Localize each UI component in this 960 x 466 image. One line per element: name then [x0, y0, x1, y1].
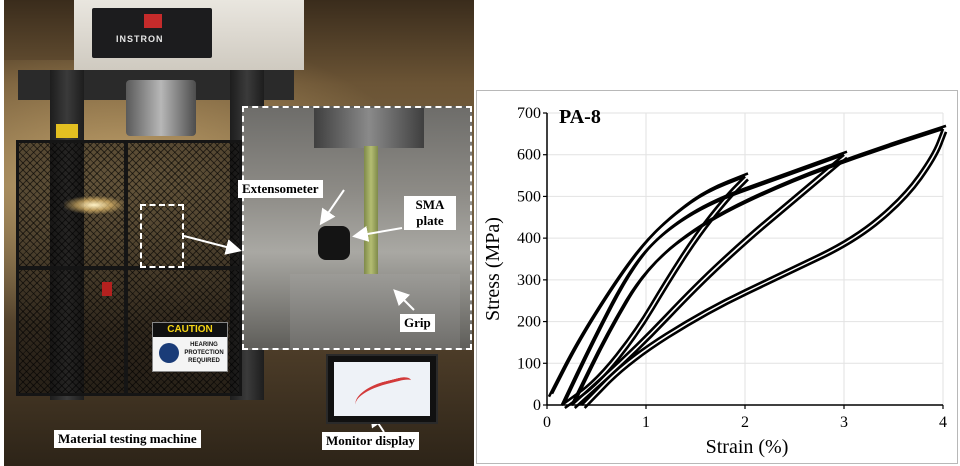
gridlines — [546, 112, 944, 406]
loading-curve-3 — [573, 124, 947, 403]
y-tick-label: 500 — [517, 188, 541, 205]
callout-grip: Grip — [400, 314, 435, 332]
x-tick-label: 3 — [840, 414, 848, 431]
chart-title: PA-8 — [559, 106, 601, 128]
x-tick-label: 4 — [939, 414, 947, 431]
load-cell — [126, 80, 196, 136]
testing-machine-photo: INSTRON CAUTION HEARING PROTECTION REQUI… — [4, 0, 474, 466]
light-glare — [64, 196, 124, 214]
x-tick-label: 1 — [642, 414, 650, 431]
monitor-curve — [351, 375, 417, 416]
ear-protection-icon — [159, 343, 179, 363]
upper-grip — [314, 108, 424, 148]
y-axis-label: Stress (MPa) — [482, 217, 504, 321]
x-axis-label: Strain (%) — [706, 436, 789, 458]
loading-curve-1 — [550, 172, 749, 395]
unloading-curve-2 — [573, 156, 848, 409]
red-handle — [102, 282, 112, 296]
stress-strain-chart: 0 1 2 3 4 0 100 200 300 400 500 600 700 PA-8 Strain … — [476, 90, 958, 464]
y-tick-label: 100 — [517, 355, 541, 372]
brand-logo-icon — [144, 14, 162, 28]
monitor-screen — [334, 362, 430, 416]
callout-sma-plate: SMA plate — [404, 196, 456, 230]
sma-plate-arrow — [352, 226, 403, 242]
yellow-band — [56, 124, 78, 138]
x-tick-label: 0 — [543, 414, 551, 431]
loading-curve-2 — [563, 150, 848, 403]
unloading-curve-3 — [583, 131, 948, 409]
callout-machine: Material testing machine — [54, 430, 201, 448]
lower-grip — [290, 274, 460, 348]
caution-sign: CAUTION HEARING PROTECTION REQUIRED — [152, 322, 228, 372]
y-tick-label: 700 — [517, 105, 541, 122]
y-tick-label: 0 — [533, 397, 541, 414]
brand-text: INSTRON — [116, 34, 164, 44]
unloading-curve-1 — [561, 175, 746, 407]
unloading-curve-1 — [564, 178, 749, 410]
axes: 0 1 2 3 4 0 100 200 300 400 500 600 700 — [517, 105, 947, 431]
extensometer-arrow — [319, 189, 345, 226]
extensometer-device — [318, 226, 350, 260]
caution-body: HEARING PROTECTION REQUIRED — [184, 342, 224, 364]
caution-heading: CAUTION — [153, 323, 227, 337]
y-tick-label: 600 — [517, 147, 541, 164]
y-tick-label: 400 — [517, 230, 541, 247]
y-tick-label: 300 — [517, 272, 541, 289]
grip-arrow — [393, 289, 415, 311]
sma-plate-specimen — [364, 146, 378, 286]
x-tick-label: 2 — [741, 414, 749, 431]
specimen-highlight-box — [140, 204, 184, 268]
enclosure-divider — [16, 266, 242, 270]
callout-extensometer: Extensometer — [238, 180, 323, 198]
hysteresis-loops — [547, 124, 948, 410]
y-tick-label: 200 — [517, 314, 541, 331]
unloading-curve-3 — [580, 128, 945, 406]
callout-monitor: Monitor display — [322, 432, 419, 450]
monitor — [326, 354, 438, 424]
zoom-arrow — [183, 235, 242, 255]
chart-svg: 0 1 2 3 4 0 100 200 300 400 500 600 700 PA-8 Strain … — [482, 105, 948, 458]
enclosure-frame-bar — [124, 140, 128, 396]
